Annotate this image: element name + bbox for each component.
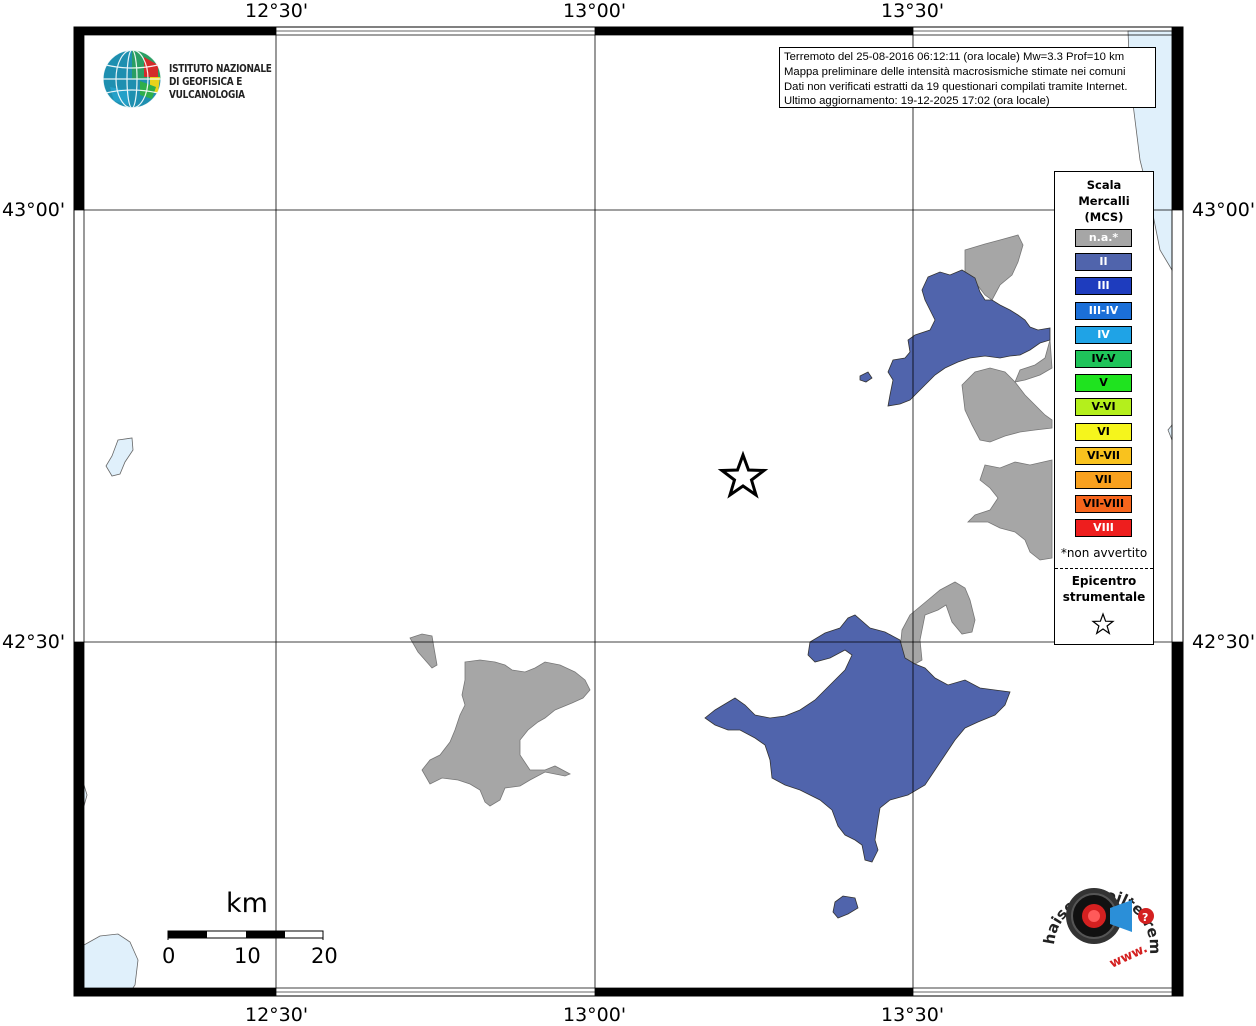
legend-separator xyxy=(1055,568,1153,569)
ingv-globe-icon xyxy=(102,49,162,109)
legend-item: VI-VII xyxy=(1075,446,1132,465)
epicenter-star-icon xyxy=(717,450,769,499)
scale-unit: km xyxy=(226,888,268,919)
top-label-1300: 13°00' xyxy=(563,0,627,22)
scale-bar xyxy=(167,930,324,940)
ingv-logo: ISTITUTO NAZIONALE DI GEOFISICA E VULCAN… xyxy=(100,47,330,111)
event-info-line1: Terremoto del 25-08-2016 06:12:11 (ora l… xyxy=(784,51,1125,63)
legend-note: *non avvertito xyxy=(1060,546,1148,560)
legend-item: VII xyxy=(1075,471,1132,489)
top-label-1330: 13°30' xyxy=(881,0,945,22)
right-label-4300: 43°00' xyxy=(1192,199,1256,221)
scale-tick-20: 20 xyxy=(311,944,338,968)
legend-item: III xyxy=(1075,277,1132,296)
legend-epicenter-line2: strumentale xyxy=(1062,590,1146,604)
legend-item: VIII xyxy=(1075,519,1132,538)
area-not-felt-east2 xyxy=(967,459,1053,561)
legend-title-line2: Mercalli xyxy=(1078,194,1130,208)
bottom-label-1300: 13°00' xyxy=(563,1004,627,1026)
bottom-label-1230: 12°30' xyxy=(245,1004,309,1026)
left-label-4230: 42°30' xyxy=(2,631,66,653)
svg-text:?: ? xyxy=(1142,911,1148,924)
ingv-name-line2: DI GEOFISICA E VULCANOLOGIA xyxy=(169,76,245,101)
legend-item: II xyxy=(1075,253,1132,272)
frame-border xyxy=(73,26,1184,997)
legend-item: V xyxy=(1075,374,1132,393)
ingv-name-line1: ISTITUTO NAZIONALE xyxy=(169,63,272,75)
event-info-line4: Ultimo aggiornamento: 19-12-2025 17:02 (… xyxy=(784,95,1050,108)
legend-star-icon xyxy=(1091,612,1115,635)
legend-epicenter-label: Epicentro strumentale xyxy=(1055,573,1153,605)
right-label-4230: 42°30' xyxy=(1192,631,1256,653)
legend-item: IV-V xyxy=(1075,350,1132,368)
scale-tick-0: 0 xyxy=(162,944,176,968)
svg-text:www.: www. xyxy=(1107,941,1150,972)
area-intensity-ii-north xyxy=(859,269,1051,407)
legend-item: III-IV xyxy=(1075,301,1132,320)
legend-title: Scala Mercalli (MCS) xyxy=(1055,177,1153,225)
haisentito-logo: haisentitoilterremoto.it ? www. xyxy=(1032,860,1164,972)
bottom-label-1330: 13°30' xyxy=(881,1004,945,1026)
legend-epicenter-line1: Epicentro xyxy=(1071,574,1137,588)
legend-item: VI xyxy=(1075,422,1132,441)
legend-title-line1: Scala xyxy=(1086,178,1122,192)
event-info-line3: Dati non verificati estratti da 19 quest… xyxy=(784,80,1128,93)
legend-title-line3: (MCS) xyxy=(1084,210,1124,224)
area-not-felt-east xyxy=(961,339,1053,443)
ingv-name: ISTITUTO NAZIONALE DI GEOFISICA E VULCAN… xyxy=(169,63,306,102)
area-intensity-ii-south xyxy=(704,614,1011,919)
legend-item: V-VI xyxy=(1075,398,1132,417)
mcs-legend: Scala Mercalli (MCS) n.a.* II III III-IV IV I… xyxy=(1054,171,1154,645)
event-info-line2: Mappa preliminare delle intensità macros… xyxy=(784,65,1126,78)
legend-item: VII-VIII xyxy=(1075,495,1132,514)
scale-tick-10: 10 xyxy=(234,944,261,968)
lake-trasimeno xyxy=(83,933,139,996)
left-label-4300: 43°00' xyxy=(2,199,66,221)
event-info-box: Terremoto del 25-08-2016 06:12:11 (ora l… xyxy=(779,47,1156,108)
graticule xyxy=(74,27,1183,996)
lake-piediluco xyxy=(105,437,134,477)
area-not-felt-small xyxy=(409,633,438,669)
area-not-felt-west xyxy=(421,659,591,807)
legend-item: n.a.* xyxy=(1075,229,1132,247)
legend-item: IV xyxy=(1075,325,1132,344)
top-label-1230: 12°30' xyxy=(245,0,309,22)
